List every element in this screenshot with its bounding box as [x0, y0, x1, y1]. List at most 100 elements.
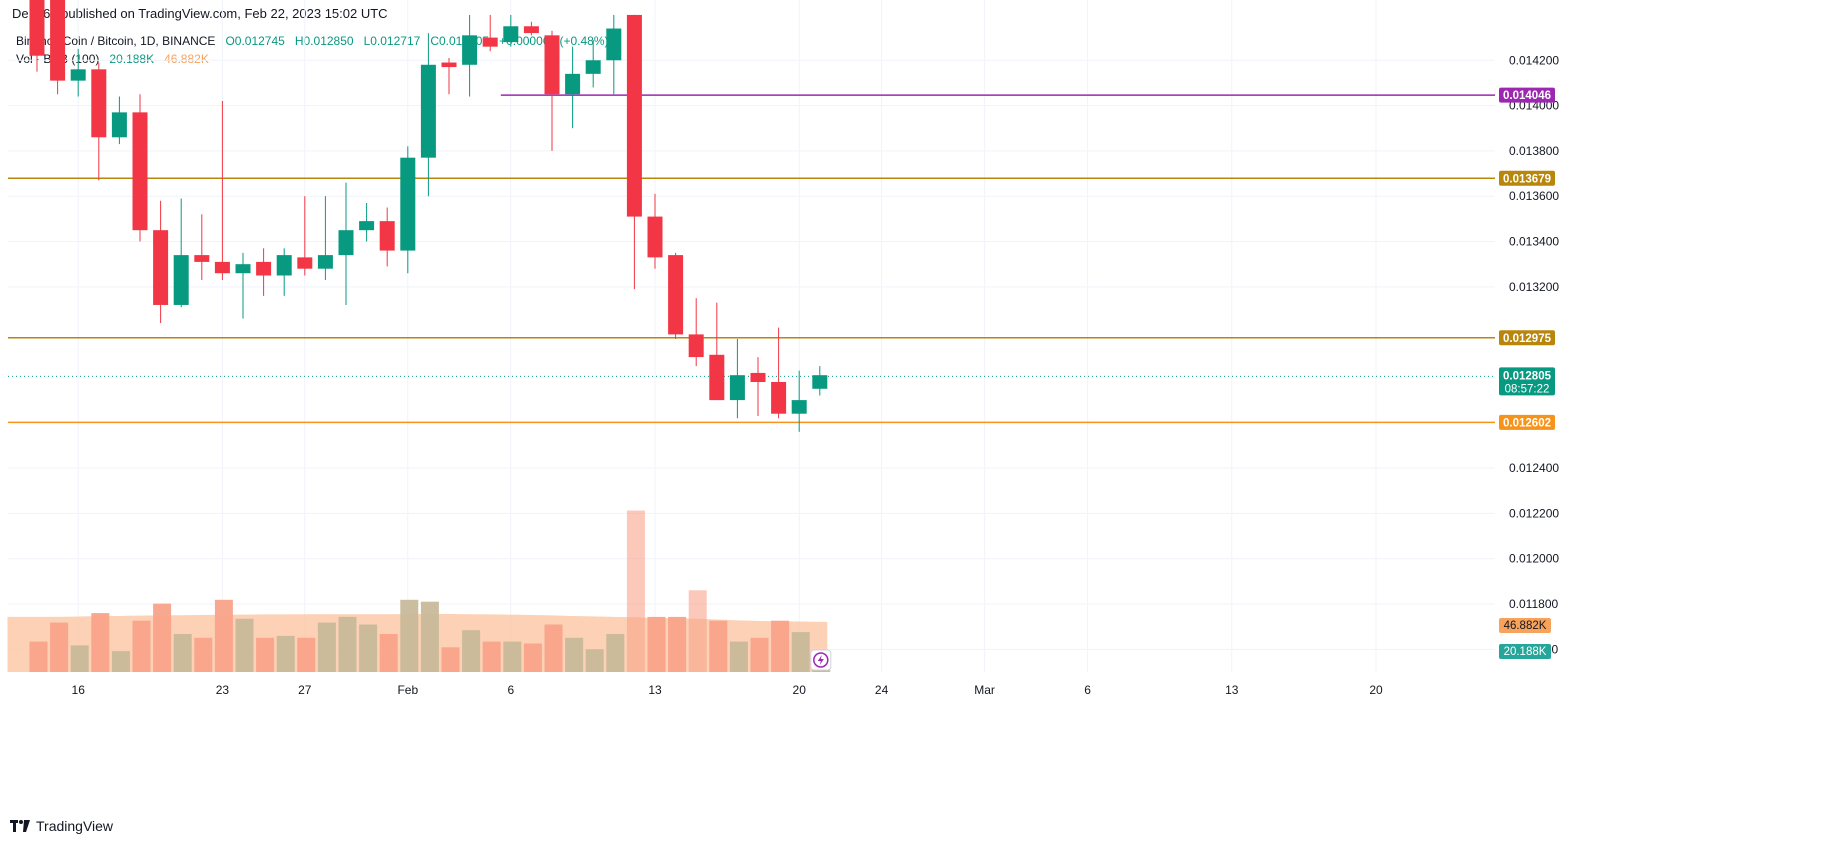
candle-body[interactable] [235, 264, 251, 274]
volume-bar [297, 637, 316, 672]
tradingview-branding[interactable]: TradingView [10, 818, 113, 834]
volume-bar [565, 637, 584, 672]
price-tick-label: 0.013200 [1509, 280, 1559, 294]
volume-bar [214, 599, 233, 672]
candle-body[interactable] [688, 334, 704, 358]
volume-badge [1499, 644, 1551, 659]
price-level-label: 0.013679 [1503, 173, 1551, 185]
price-tick-label: 0.013400 [1509, 235, 1559, 249]
volume-bar [256, 637, 275, 672]
volume-bar [111, 651, 130, 672]
volume-bar [317, 622, 336, 672]
candle-body[interactable] [565, 73, 581, 95]
candle-body[interactable] [503, 26, 519, 43]
price-tick-label: 0.012200 [1509, 506, 1559, 520]
volume-bar [668, 616, 687, 672]
candle-body[interactable] [379, 221, 395, 251]
candle-body[interactable] [420, 64, 436, 158]
volume-bar [153, 603, 172, 672]
candle-body[interactable] [338, 230, 354, 256]
price-tick-label: 0.014200 [1509, 53, 1559, 67]
candle-body[interactable] [214, 261, 230, 274]
last-price-badge [1499, 367, 1555, 396]
candle-body[interactable] [606, 28, 622, 61]
candle-body[interactable] [523, 26, 539, 34]
candle-body[interactable] [626, 14, 642, 217]
candle-body[interactable] [70, 69, 86, 81]
volume-bar [750, 637, 769, 672]
brand-name: TradingView [36, 818, 114, 834]
volume-ma-badge [1499, 618, 1551, 633]
candle-body[interactable] [729, 375, 745, 401]
candle-body[interactable] [173, 255, 189, 305]
time-tick-label: 13 [648, 683, 662, 697]
plot-area [8, 0, 1495, 672]
volume-bar [276, 635, 295, 672]
volume-bar [688, 590, 707, 672]
open-value: O0.012745 [225, 34, 285, 48]
volume-bar [503, 641, 522, 672]
volume-badge-label: 20.188K [1504, 646, 1547, 658]
lightning-bolt-icon [817, 655, 824, 665]
candle-body[interactable] [50, 0, 66, 81]
candle-body[interactable] [647, 216, 663, 258]
candle-body[interactable] [400, 157, 416, 251]
price-level-label: 0.012602 [1503, 417, 1551, 429]
candle-body[interactable] [585, 60, 601, 74]
time-tick-label: 6 [1084, 683, 1091, 697]
volume-bar [482, 641, 501, 672]
candle-body[interactable] [29, 0, 45, 56]
price-axis[interactable] [1495, 0, 1823, 692]
candle-body[interactable] [750, 372, 766, 382]
candle-body[interactable] [194, 255, 210, 262]
candle-body[interactable] [153, 230, 169, 305]
volume-bar [791, 632, 810, 672]
price-tick-label: 0.011800 [1509, 597, 1558, 611]
volume-bar [647, 616, 666, 672]
tradingview-logo-icon [10, 820, 30, 832]
price-level-badge [1499, 330, 1555, 346]
volume-bar [729, 641, 748, 672]
candle-body[interactable] [441, 62, 457, 68]
candle-body[interactable] [771, 381, 787, 414]
candle-body[interactable] [668, 255, 684, 335]
volume-bar [194, 637, 213, 672]
candle-body[interactable] [297, 257, 313, 269]
price-tick-label: 0.012000 [1509, 552, 1559, 566]
volume-bar [379, 634, 398, 672]
volume-bar [585, 649, 604, 672]
candle-body[interactable] [132, 112, 148, 231]
candle-body[interactable] [91, 69, 107, 138]
candle-body[interactable] [276, 255, 292, 276]
publisher-caption: Den767 published on TradingView.com, Feb… [12, 6, 388, 21]
volume-bar [771, 620, 790, 672]
time-tick-label: Mar [974, 683, 995, 697]
volume-ma-value: 46.882K [164, 52, 209, 66]
price-tick-label: 0.013600 [1509, 189, 1559, 203]
candle-body[interactable] [544, 35, 560, 95]
candle-body[interactable] [812, 375, 828, 389]
symbol-name: Binance Coin / Bitcoin, 1D, BINANCE [16, 34, 216, 48]
volume-bar [359, 624, 378, 672]
volume-bar [441, 647, 460, 672]
candle-body[interactable] [317, 255, 333, 269]
volume-bar [29, 641, 48, 672]
price-tick-label: 0.013800 [1509, 144, 1559, 158]
candle-body[interactable] [791, 400, 807, 414]
volume-bar [50, 622, 69, 672]
low-value: L0.012717 [363, 34, 421, 48]
candle-body[interactable] [482, 37, 498, 47]
volume-bar [173, 634, 192, 672]
candle-body[interactable] [462, 35, 478, 65]
candle-body[interactable] [709, 354, 725, 401]
candle-body[interactable] [359, 221, 375, 231]
volume-bar [523, 643, 542, 672]
price-tick-label: 0.012400 [1509, 461, 1559, 475]
volume-bar [420, 601, 439, 672]
volume-bar [338, 616, 357, 672]
volume-bar [235, 618, 254, 672]
candle-body[interactable] [111, 112, 127, 138]
candle-body[interactable] [256, 261, 272, 276]
high-value: H0.012850 [294, 34, 354, 48]
